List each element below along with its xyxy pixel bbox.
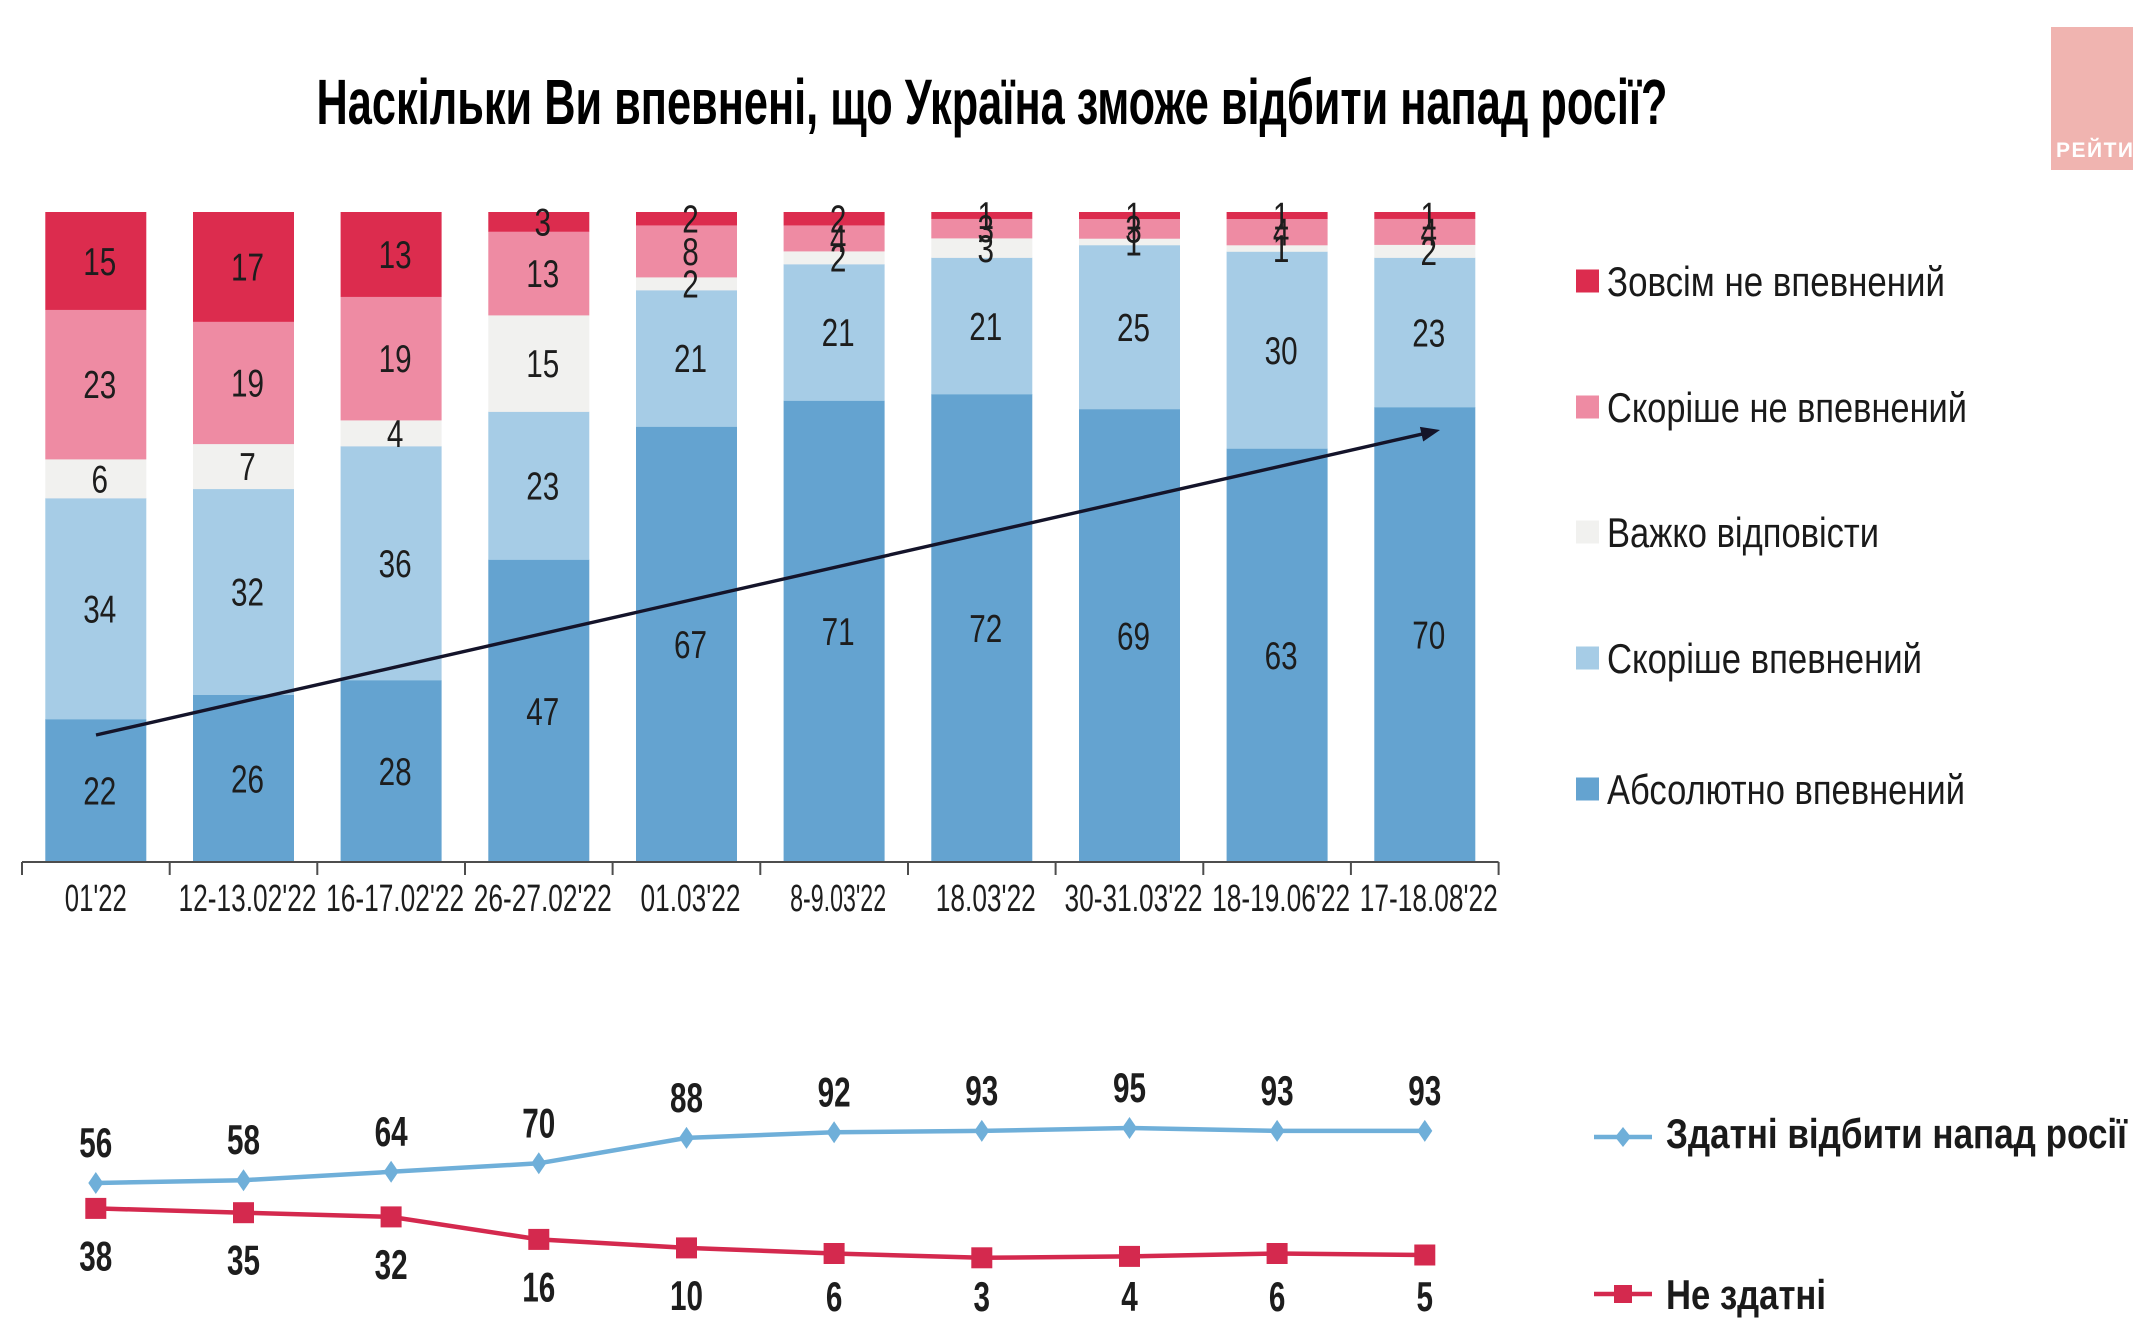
svg-text:30-31.03'22: 30-31.03'22: [1065, 878, 1203, 920]
svg-text:19: 19: [231, 363, 264, 406]
svg-text:Абсолютно впевнений: Абсолютно впевнений: [1607, 766, 1965, 813]
svg-text:Скоріше не впевнений: Скоріше не впевнений: [1607, 384, 1967, 431]
svg-text:28: 28: [379, 751, 412, 794]
svg-text:35: 35: [227, 1237, 260, 1284]
svg-text:92: 92: [818, 1068, 851, 1115]
svg-text:22: 22: [83, 771, 116, 814]
svg-text:2: 2: [830, 238, 847, 281]
svg-text:4: 4: [1273, 212, 1290, 255]
svg-text:4: 4: [387, 413, 404, 456]
svg-text:21: 21: [969, 306, 1002, 349]
svg-text:Зовсім не впевнений: Зовсім не впевнений: [1607, 258, 1945, 305]
svg-text:93: 93: [965, 1067, 998, 1114]
svg-text:8: 8: [682, 231, 699, 274]
svg-text:2: 2: [682, 264, 699, 307]
svg-text:36: 36: [379, 543, 412, 586]
svg-text:26-27.02'22: 26-27.02'22: [474, 878, 612, 920]
svg-text:Здатні відбити напад росії: Здатні відбити напад росії: [1666, 1110, 2128, 1157]
svg-text:8-9.03'22: 8-9.03'22: [790, 878, 886, 920]
svg-text:2: 2: [830, 199, 847, 242]
svg-text:2: 2: [682, 199, 699, 242]
svg-text:63: 63: [1265, 635, 1298, 678]
svg-text:93: 93: [1408, 1067, 1441, 1114]
svg-text:10: 10: [670, 1272, 703, 1319]
svg-text:18-19.06'22: 18-19.06'22: [1212, 878, 1350, 920]
svg-text:4: 4: [1421, 212, 1438, 255]
svg-text:3: 3: [535, 202, 552, 245]
svg-text:4: 4: [1121, 1273, 1138, 1320]
svg-text:3: 3: [974, 1273, 991, 1320]
svg-text:Скоріше впевнений: Скоріше впевнений: [1607, 635, 1922, 682]
svg-text:6: 6: [826, 1273, 843, 1320]
svg-text:58: 58: [227, 1116, 260, 1163]
svg-text:1: 1: [1273, 195, 1290, 238]
svg-text:17: 17: [231, 247, 264, 290]
svg-text:88: 88: [670, 1074, 703, 1121]
svg-text:1: 1: [1125, 222, 1142, 265]
svg-text:70: 70: [522, 1099, 555, 1146]
svg-text:30: 30: [1265, 330, 1298, 373]
svg-text:3: 3: [978, 208, 995, 251]
svg-text:70: 70: [1412, 615, 1445, 658]
svg-text:71: 71: [822, 611, 855, 654]
svg-text:1: 1: [1125, 195, 1142, 238]
svg-text:01'22: 01'22: [65, 878, 127, 920]
svg-text:7: 7: [239, 446, 256, 489]
svg-text:26: 26: [231, 758, 264, 801]
svg-text:17-18.08'22: 17-18.08'22: [1360, 878, 1498, 920]
svg-text:1: 1: [1421, 195, 1438, 238]
svg-text:34: 34: [83, 589, 116, 632]
svg-text:18.03'22: 18.03'22: [936, 878, 1036, 920]
svg-text:19: 19: [379, 338, 412, 381]
svg-text:21: 21: [674, 338, 707, 381]
svg-text:5: 5: [1417, 1273, 1434, 1320]
svg-text:93: 93: [1261, 1067, 1294, 1114]
svg-text:4: 4: [830, 218, 847, 261]
svg-text:16: 16: [522, 1263, 555, 1310]
svg-text:38: 38: [79, 1232, 112, 1279]
svg-text:15: 15: [526, 343, 559, 386]
svg-text:3: 3: [978, 228, 995, 271]
svg-text:РЕЙТИНГ: РЕЙТИНГ: [2056, 138, 2133, 162]
svg-text:12-13.02'22: 12-13.02'22: [179, 878, 317, 920]
svg-text:32: 32: [231, 572, 264, 615]
svg-text:15: 15: [83, 241, 116, 284]
svg-text:3: 3: [1125, 208, 1142, 251]
svg-text:69: 69: [1117, 616, 1150, 659]
svg-text:Важко відповісти: Важко відповісти: [1607, 509, 1879, 556]
svg-text:67: 67: [674, 624, 707, 667]
svg-text:64: 64: [375, 1108, 408, 1155]
svg-text:32: 32: [375, 1241, 408, 1288]
svg-text:16-17.02'22: 16-17.02'22: [326, 878, 464, 920]
svg-text:95: 95: [1113, 1064, 1146, 1111]
svg-text:01.03'22: 01.03'22: [641, 878, 741, 920]
svg-text:2: 2: [1421, 231, 1438, 274]
svg-text:23: 23: [83, 364, 116, 407]
svg-text:23: 23: [1412, 312, 1445, 355]
svg-text:13: 13: [379, 234, 412, 277]
svg-text:1: 1: [978, 195, 995, 238]
svg-text:6: 6: [1269, 1273, 1286, 1320]
svg-text:Наскільки Ви впевнені, що Укра: Наскільки Ви впевнені, що Україна зможе …: [317, 66, 1668, 138]
svg-text:25: 25: [1117, 307, 1150, 350]
svg-text:6: 6: [92, 459, 109, 502]
svg-text:13: 13: [526, 253, 559, 296]
svg-text:1: 1: [1273, 228, 1290, 271]
svg-text:Не здатні: Не здатні: [1666, 1271, 1826, 1318]
svg-text:56: 56: [79, 1119, 112, 1166]
svg-text:21: 21: [822, 312, 855, 355]
svg-text:72: 72: [969, 608, 1002, 651]
svg-text:23: 23: [526, 466, 559, 509]
svg-text:47: 47: [526, 691, 559, 734]
